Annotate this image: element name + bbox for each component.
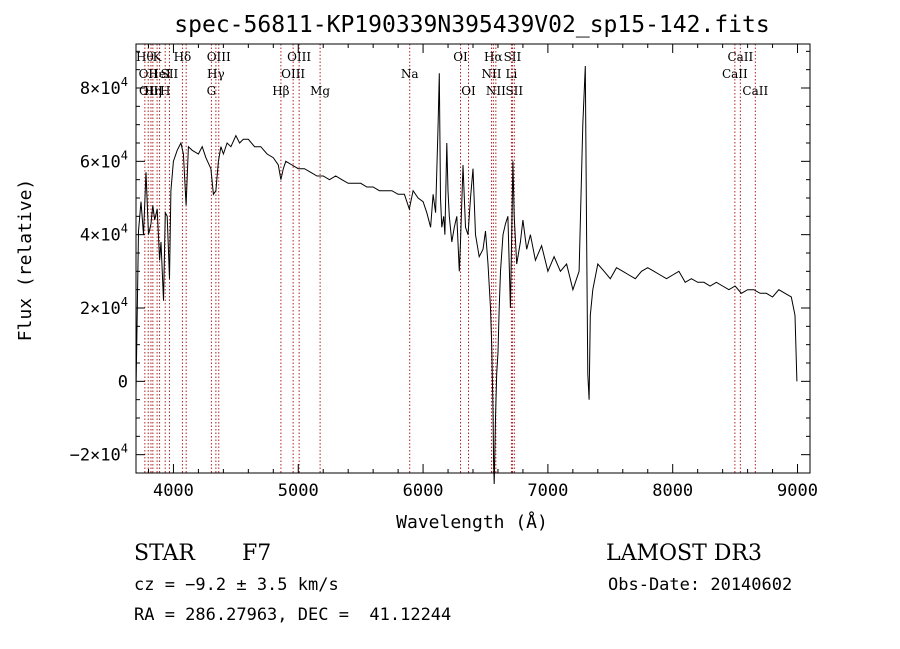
spectral-line-labels: HθOIIOIIIHηKHeIHSIIHδGHγOIIIHβOIIIOIIIMg… <box>136 50 768 98</box>
x-tick-label: 8000 <box>652 481 693 501</box>
line-marker-label: Li <box>506 67 518 81</box>
x-tick-label: 7000 <box>527 481 568 501</box>
line-marker-label: OI <box>453 50 468 64</box>
line-marker-label: SII <box>161 67 179 81</box>
line-marker-label: OIII <box>281 67 305 81</box>
redshift-cz: cz = −9.2 ± 3.5 km/s <box>134 575 339 595</box>
y-tick-label: 6×104 <box>80 148 128 172</box>
y-axis-label: Flux (relative) <box>15 179 36 342</box>
line-marker-label: Hα <box>484 50 503 64</box>
line-marker-label: OIII <box>287 50 311 64</box>
line-marker-label: OIII <box>139 84 163 98</box>
survey-name: LAMOST DR3 <box>606 541 762 566</box>
line-marker-label: Hη <box>144 84 162 98</box>
y-tick-label: 2×104 <box>80 295 128 319</box>
y-tick-label: 4×104 <box>80 222 128 246</box>
line-marker-label: OII <box>139 67 159 81</box>
line-marker-label: G <box>207 84 217 98</box>
line-marker-label: Na <box>401 67 419 81</box>
chart-title: spec-56811-KP190339N395439V02_sp15-142.f… <box>174 12 769 38</box>
coordinates: RA = 286.27963, DEC = 41.12244 <box>134 605 451 625</box>
spectral-line-markers <box>144 44 756 473</box>
line-marker-label: Hβ <box>272 84 289 98</box>
line-marker-label: NII <box>486 84 506 98</box>
line-marker-label: Hθ <box>136 50 154 64</box>
object-class: STAR <box>134 541 196 566</box>
x-tick-label: 9000 <box>777 481 818 501</box>
line-marker-label: Hδ <box>174 50 192 64</box>
x-axis: 4000 5000 6000 7000 8000 9000 <box>147 44 818 501</box>
obs-date: Obs-Date: 20140602 <box>608 575 792 595</box>
y-tick-label: −2×104 <box>70 442 128 466</box>
spectrum-line <box>135 65 798 485</box>
line-marker-label: OI <box>461 84 476 98</box>
line-marker-label: SII <box>504 50 522 64</box>
y-axis: −2×104 0 2×104 4×104 6×104 8×104 <box>70 50 810 474</box>
line-marker-label: K <box>153 50 163 64</box>
y-tick-label: 8×104 <box>80 75 128 99</box>
x-tick-label: 4000 <box>153 481 194 501</box>
x-tick-label: 5000 <box>278 481 319 501</box>
line-marker-label: NII <box>481 67 501 81</box>
line-marker-label: Hγ <box>207 67 225 81</box>
object-subclass: F7 <box>242 541 271 566</box>
line-marker-label: H <box>160 84 170 98</box>
line-marker-label: CaII <box>727 50 753 64</box>
y-tick-label: 0 <box>118 372 128 392</box>
line-marker-label: CaII <box>742 84 768 98</box>
line-marker-label: SII <box>505 84 523 98</box>
line-marker-label: HeI <box>148 67 171 81</box>
line-marker-label: OIII <box>207 50 231 64</box>
line-marker-label: CaII <box>722 67 748 81</box>
x-axis-label: Wavelength (Å) <box>396 511 548 533</box>
line-marker-label: Mg <box>310 84 330 98</box>
x-tick-label: 6000 <box>403 481 444 501</box>
